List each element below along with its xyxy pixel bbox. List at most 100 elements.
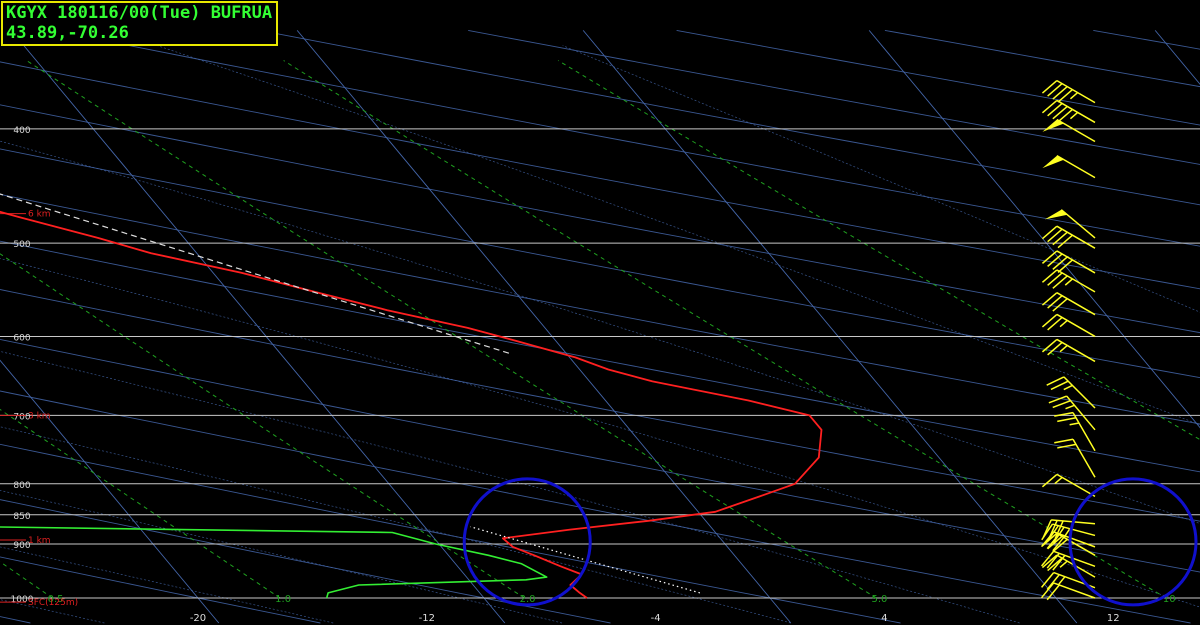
wind-barb-staff — [1056, 292, 1096, 316]
wind-barb — [1041, 338, 1096, 363]
wind-barb-staff — [1056, 250, 1096, 274]
wind-barb — [1054, 411, 1096, 452]
wind-barb-staff — [1056, 338, 1096, 363]
annotation-circle — [1068, 477, 1198, 607]
wind-barb — [1040, 582, 1096, 601]
wind-barb-feather — [1046, 574, 1060, 590]
wind-barb-feather — [1046, 552, 1060, 569]
temperature-trace-line — [0, 210, 823, 599]
height-label: 3 km — [28, 411, 51, 421]
wind-barb-feather — [1041, 473, 1058, 488]
wind-barb — [1044, 209, 1096, 239]
wind-barb-feather — [1057, 417, 1077, 423]
wind-barb-feather — [1041, 313, 1058, 328]
dry-adiabat-line — [0, 443, 901, 624]
wind-barb-feather — [1041, 99, 1058, 114]
mixing-ratio-line — [0, 253, 525, 599]
wind-barb — [1054, 438, 1096, 478]
wind-barb-staff — [1056, 473, 1096, 498]
dry-adiabat-grid — [0, 29, 1200, 624]
wind-barb-feather — [1052, 256, 1068, 270]
wind-barb — [1040, 550, 1096, 571]
pressure-tick-label: 900 — [13, 541, 30, 551]
axis-labels: 400 500 600 700 800 850 900 1000 -20 -12 -4 4 12 0.5 1… — [0, 126, 1176, 624]
sounding-title: KGYX 180116/00(Tue) BUFRUA — [6, 3, 273, 23]
isobar-grid — [0, 128, 1200, 599]
wind-barb-half-feather — [1054, 476, 1063, 485]
wind-barb-half-feather — [1063, 384, 1073, 391]
dry-adiabat-line — [0, 240, 1200, 473]
station-coordinates: 43.89,-70.26 — [6, 23, 129, 43]
wind-barb-flag — [1042, 119, 1064, 132]
wind-barb-feather — [1052, 298, 1068, 312]
wind-barb-feather — [1057, 259, 1073, 273]
dry-adiabat-line — [0, 499, 611, 624]
mixing-ratio-label: 5.0 — [871, 594, 887, 605]
isotherm-line — [0, 359, 220, 624]
wind-barb-feather — [1040, 572, 1055, 588]
wind-barb-feather — [1057, 108, 1073, 123]
pressure-tick-label: 400 — [13, 126, 30, 136]
wind-barb-flag — [1044, 209, 1068, 220]
wind-barb-staff — [1052, 523, 1096, 537]
wind-barb-feather — [1041, 250, 1058, 264]
dry-adiabat-line — [51, 29, 1200, 247]
wind-barb-staff — [1053, 531, 1096, 548]
wind-barb-half-feather — [1064, 278, 1073, 286]
wind-barb-feather — [1046, 525, 1059, 542]
wind-barb-feather — [1041, 338, 1058, 353]
dry-adiabat-line — [0, 289, 1200, 522]
wind-barb — [1042, 155, 1096, 179]
wind-barb — [1041, 473, 1096, 498]
dry-adiabat-line — [0, 193, 1200, 425]
wind-barb-feather — [1052, 105, 1068, 120]
wind-barb-staff — [1056, 225, 1096, 249]
pressure-tick-label: 500 — [13, 240, 30, 250]
wind-barb-feather — [1042, 519, 1052, 538]
moist-adiabat-line — [0, 140, 1200, 524]
wind-barb-staff — [1056, 313, 1096, 338]
wind-barb-feather — [1054, 438, 1074, 444]
wind-barb-staff — [1063, 376, 1096, 409]
mixing-ratio-label: 0.5 — [48, 594, 64, 605]
mixing-ratio-label: 10 — [1163, 594, 1176, 605]
temperature-tick-label: -20 — [190, 613, 206, 624]
wind-barb-feather — [1052, 231, 1068, 246]
height-label: SFC(125m) — [28, 598, 78, 608]
wind-barb-staff — [1056, 118, 1096, 143]
wind-barb-feather — [1047, 272, 1063, 286]
dry-adiabat-line — [0, 148, 1200, 379]
dry-adiabat-line — [259, 29, 1200, 206]
wind-barb-feather — [1047, 341, 1063, 356]
sounding-title-box: KGYX 180116/00(Tue) BUFRUA 43.89,-70.26 — [1, 1, 279, 46]
wind-barb-feather — [1054, 411, 1074, 417]
wind-barb-feather — [1052, 538, 1068, 553]
pressure-tick-label: 600 — [13, 333, 30, 343]
temperature-tick-label: -4 — [651, 613, 661, 624]
wind-barb-feather — [1052, 86, 1068, 100]
temperature-tick-label: 12 — [1107, 613, 1120, 624]
wind-barb-feather — [1041, 554, 1058, 569]
wind-barb-feather — [1052, 554, 1066, 571]
wind-barb — [1041, 523, 1096, 544]
wind-barb-staff — [1072, 438, 1096, 478]
wind-barb-half-feather — [1069, 111, 1079, 120]
wind-barb-half-feather — [1069, 422, 1080, 426]
wind-barb-feather — [1047, 228, 1063, 243]
wind-barb — [1048, 395, 1096, 431]
dewpoint-trace-line — [0, 526, 548, 599]
moist-adiabat-grid — [0, 45, 1200, 624]
wind-barb-feather — [1048, 520, 1058, 539]
wind-barb-feather — [1046, 584, 1060, 601]
parcel-trace-upper-line — [0, 193, 510, 354]
wind-barb-feather — [1047, 102, 1063, 117]
wind-barb-staff — [1053, 582, 1096, 599]
wind-barb — [1041, 99, 1096, 124]
dry-adiabat-line — [0, 104, 1200, 334]
dry-adiabat-line — [0, 556, 321, 624]
wind-barb — [1041, 225, 1096, 249]
wind-barb-feather — [1047, 557, 1063, 572]
wind-barb — [1041, 250, 1096, 274]
annotation-circle — [462, 477, 592, 607]
